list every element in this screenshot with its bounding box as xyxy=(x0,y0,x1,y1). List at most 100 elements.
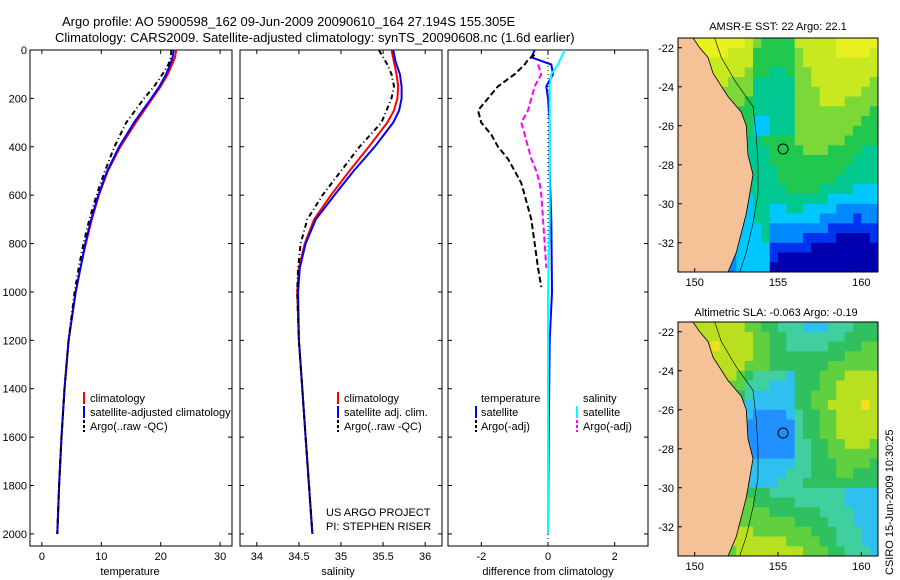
map-cell xyxy=(778,155,787,166)
map-cell xyxy=(811,194,821,205)
map-cell xyxy=(794,38,804,49)
map-cell xyxy=(828,213,837,224)
map-cell xyxy=(844,468,854,479)
map-cell xyxy=(744,135,754,146)
map-cell xyxy=(844,116,854,127)
map-cell xyxy=(786,487,796,499)
map-cell xyxy=(819,174,829,185)
map-cell xyxy=(819,487,829,499)
map-cell xyxy=(786,233,796,244)
map-cell xyxy=(819,77,829,88)
map-cell xyxy=(811,155,821,166)
map-cell xyxy=(861,174,871,185)
map-cell xyxy=(769,262,779,272)
map-cell xyxy=(861,497,871,508)
map-cell xyxy=(786,174,796,185)
map-cell xyxy=(844,478,854,489)
map-cell xyxy=(736,233,746,244)
map-cell xyxy=(778,242,787,254)
legend-temperature-heading: temperature xyxy=(481,393,540,405)
map-cell xyxy=(836,380,846,391)
map-cell xyxy=(778,458,787,469)
map-cell xyxy=(778,361,787,372)
map-cell xyxy=(769,448,779,460)
map-cell xyxy=(794,400,804,411)
map-cell xyxy=(794,517,804,528)
map-cell xyxy=(728,351,737,362)
map-cell xyxy=(836,67,846,78)
map-cell xyxy=(844,439,854,450)
map-cell xyxy=(803,233,812,244)
map-cell xyxy=(819,400,829,411)
map-cell xyxy=(819,331,829,343)
map-cell xyxy=(811,341,821,352)
map-cell xyxy=(803,67,812,78)
map-cell xyxy=(811,429,821,440)
map-cell xyxy=(861,145,871,156)
map-cell xyxy=(803,125,812,137)
map-cell xyxy=(744,322,754,333)
map-cell xyxy=(869,536,878,547)
series-line-argo-raw-qc- xyxy=(296,49,396,534)
map-cell xyxy=(753,67,762,78)
map-cell xyxy=(778,145,787,156)
map-cell xyxy=(861,390,871,401)
map-cell xyxy=(828,429,837,440)
map-cell xyxy=(761,194,771,205)
map-cell xyxy=(778,164,787,176)
map-cell xyxy=(844,184,854,195)
map-cell xyxy=(828,370,837,382)
map-cell xyxy=(869,458,878,469)
map-cell xyxy=(803,194,812,205)
map-cell xyxy=(753,487,762,499)
map-cell xyxy=(836,164,846,176)
map-cell xyxy=(861,155,871,166)
map-cell xyxy=(761,458,771,469)
map-cell xyxy=(803,86,812,98)
map-cell xyxy=(869,96,878,107)
map-cell xyxy=(869,409,878,421)
map-cell xyxy=(761,400,771,411)
map-cell xyxy=(778,526,787,538)
map-cell xyxy=(736,96,746,107)
map-cell xyxy=(794,106,804,117)
map-cell xyxy=(778,439,787,450)
map-cell xyxy=(844,546,854,556)
x-tick-label: 150 xyxy=(685,561,703,573)
map-cell xyxy=(861,116,871,127)
map-cell xyxy=(719,361,729,372)
map-cell xyxy=(819,546,829,556)
map-cell xyxy=(794,262,804,272)
map-cell xyxy=(811,145,821,156)
map-cell xyxy=(786,322,796,333)
map-cell xyxy=(786,517,796,528)
map-cell xyxy=(836,361,846,372)
map-cell xyxy=(836,184,846,195)
map-cell xyxy=(769,546,779,556)
map-cell xyxy=(778,194,787,205)
map-cell xyxy=(744,419,754,430)
map-cell xyxy=(786,380,796,391)
y-tick-label: -28 xyxy=(658,160,674,172)
map-cell xyxy=(853,57,862,68)
map-cell xyxy=(836,145,846,156)
map-cell xyxy=(786,47,796,59)
map-cell xyxy=(828,174,837,185)
map-cell xyxy=(869,546,878,556)
map-cell xyxy=(836,536,846,547)
legend-sal-argo: Argo(-adj) xyxy=(583,421,632,433)
map-cell xyxy=(819,242,829,254)
map-cell xyxy=(769,400,779,411)
map-cell xyxy=(803,478,812,489)
map-cell xyxy=(844,57,854,68)
y-tick-label: -22 xyxy=(658,327,674,339)
y-tick-label: 200 xyxy=(9,93,27,105)
map-cell xyxy=(794,116,804,127)
map-cell xyxy=(828,125,837,137)
map-cell xyxy=(828,106,837,117)
map-cell xyxy=(794,536,804,547)
map-cell xyxy=(861,400,871,411)
map-cell xyxy=(836,419,846,430)
map-cell xyxy=(853,351,862,362)
legend-temp-argo: Argo(-adj) xyxy=(481,421,530,433)
